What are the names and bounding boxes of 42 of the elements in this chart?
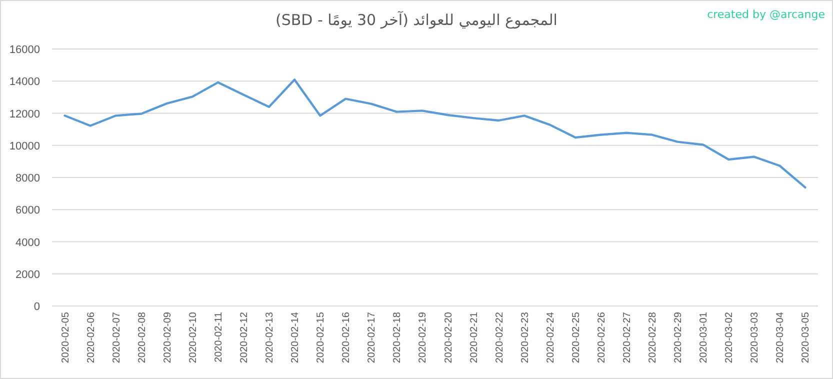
y-tick-label: 10000 [9, 140, 40, 152]
y-tick-label: 16000 [9, 44, 40, 56]
y-tick-label: 0 [34, 301, 40, 313]
x-tick-label: 2020-03-02 [724, 312, 736, 364]
x-tick-label: 2020-02-16 [341, 312, 352, 364]
x-tick-label: 2020-02-13 [264, 312, 276, 364]
x-tick-label: 2020-02-29 [673, 312, 684, 364]
x-tick-label: 2020-02-07 [111, 312, 122, 364]
x-tick-label: 2020-02-22 [494, 312, 506, 364]
x-tick-label: 2020-02-09 [162, 312, 174, 364]
x-tick-label: 2020-02-18 [392, 312, 404, 364]
x-tick-label: 2020-02-28 [648, 312, 659, 364]
x-tick-label: 2020-02-24 [545, 312, 556, 364]
x-tick-label: 2020-02-10 [188, 312, 199, 364]
x-tick-label: 2020-02-06 [86, 312, 97, 364]
x-tick-label: 2020-02-25 [570, 312, 582, 364]
x-tick-label: 2020-03-04 [775, 312, 786, 364]
x-tick-label: 2020-03-05 [800, 312, 812, 364]
x-tick-label: 2020-02-27 [622, 312, 633, 364]
line-series [64, 78, 806, 189]
x-tick-label: 2020-03-01 [698, 312, 710, 364]
x-tick-label: 2020-02-05 [60, 312, 72, 364]
x-tick-label: 2020-02-12 [239, 312, 250, 364]
x-tick-label: 2020-02-08 [136, 312, 148, 364]
x-tick-label: 2020-02-20 [443, 312, 454, 364]
y-tick-label: 4000 [16, 236, 40, 249]
chart-title: المجموع اليومي للعوائد (آخر 30 يومًا - SBD) [276, 10, 558, 29]
text: created by @arcange [707, 8, 826, 21]
x-tick-label: 2020-02-11 [213, 312, 224, 362]
y-tick-label: 12000 [9, 108, 40, 120]
y-tick-label: 6000 [16, 204, 40, 217]
x-tick-label: 2020-02-26 [596, 312, 608, 364]
y-tick-label: 14000 [9, 76, 40, 88]
x-tick-label: 2020-03-03 [750, 312, 761, 364]
y-tick-label: 8000 [16, 172, 40, 184]
y-tick-label: 2000 [16, 268, 40, 281]
x-tick-label: 2020-02-15 [316, 312, 327, 364]
x-tick-label: 2020-02-23 [520, 312, 531, 364]
x-tick-label: 2020-02-21 [468, 312, 480, 364]
x-tick-label: 2020-02-19 [418, 312, 429, 364]
x-tick-label: 2020-02-17 [366, 312, 378, 364]
x-tick-label: 2020-02-14 [290, 312, 302, 364]
